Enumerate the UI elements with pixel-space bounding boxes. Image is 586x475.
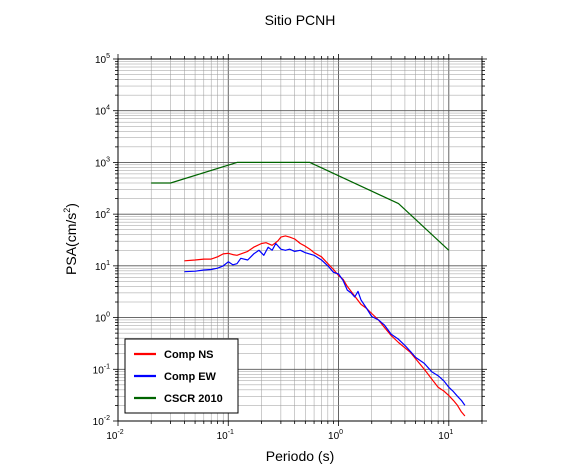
legend-label-comp-ns: Comp NS <box>164 349 214 361</box>
y-tick-label: 10-1 <box>93 363 110 376</box>
series-lines <box>151 161 466 417</box>
x-tick-labels: 10-2 10-1 100 101 <box>106 429 453 442</box>
legend-label-cscr-2010: CSCR 2010 <box>164 393 223 405</box>
y-axis-label-exponent: 2 <box>62 208 72 213</box>
legend-label-comp-ew: Comp EW <box>164 371 217 383</box>
y-tick-label: 103 <box>95 156 110 169</box>
chart-title: Sitio PCNH <box>265 12 336 28</box>
legend: Comp NS Comp EW CSCR 2010 <box>124 338 239 414</box>
y-tick-label: 101 <box>95 260 110 273</box>
x-tick-label: 100 <box>328 429 343 442</box>
y-axis-label: PSA(cm/s2) <box>62 203 79 275</box>
x-tick-label: 10-1 <box>217 429 234 442</box>
y-tick-label: 102 <box>95 208 110 221</box>
y-tick-label: 104 <box>95 105 110 118</box>
series-line-comp-ns <box>184 235 466 417</box>
y-tick-label: 105 <box>95 53 110 66</box>
series-line-comp-ew <box>184 242 466 406</box>
y-tick-labels: 10-2 10-1 100 101 102 103 104 105 <box>93 53 110 428</box>
plot-frame <box>117 58 483 422</box>
y-tick-label: 10-2 <box>93 415 110 428</box>
x-axis-label: Periodo (s) <box>266 448 334 464</box>
y-axis-label-suffix: ) <box>63 203 79 208</box>
y-axis-label-prefix: PSA(cm/s <box>63 213 79 275</box>
series-line-cscr-2010 <box>151 161 450 251</box>
x-tick-label: 101 <box>438 429 453 442</box>
y-tick-label: 100 <box>95 312 110 325</box>
x-tick-label: 10-2 <box>106 429 123 442</box>
